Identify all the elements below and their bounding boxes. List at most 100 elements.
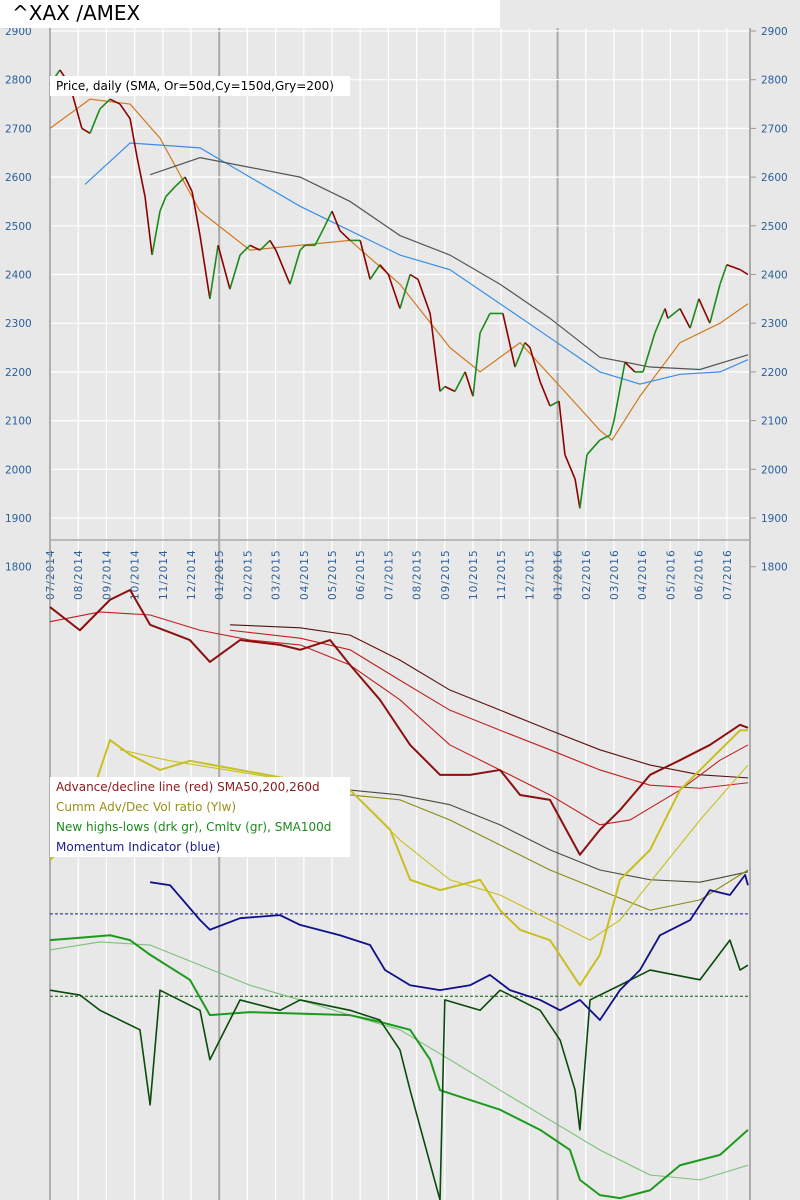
sma-line-sma-50d <box>49 98 749 441</box>
indicator-line-a-d-sma260 <box>229 624 748 779</box>
price-segment <box>667 307 681 319</box>
indicator-line-adv-dec-vol-sma-dark <box>349 789 749 883</box>
price-segment <box>679 308 691 329</box>
x-tick-label: 06/2015 <box>355 549 367 600</box>
price-segment <box>129 118 138 158</box>
x-tick-label: 10/2015 <box>468 549 480 600</box>
indicator-line-cumm-adv-dec-vol-ratio <box>49 729 748 987</box>
price-segment <box>331 210 341 231</box>
price-segment <box>81 127 91 134</box>
y-tick-label-right: 2400 <box>761 270 788 282</box>
price-segment <box>174 176 186 188</box>
price-segment <box>199 235 211 299</box>
indicator-legend: Advance/decline line (red) SMA50,200,260… <box>50 777 350 857</box>
price-segment <box>558 401 566 455</box>
y-tick-label-left: 2400 <box>5 270 32 282</box>
x-tick-label: 03/2016 <box>609 549 621 600</box>
price-segment <box>359 240 371 280</box>
legend-advance-decline: Advance/decline line (red) SMA50,200,260… <box>56 780 320 794</box>
price-segment <box>269 239 277 251</box>
price-segment <box>417 279 431 314</box>
y-tick-label-right: 1800 <box>761 562 788 574</box>
price-segment <box>549 400 560 407</box>
price-segment <box>191 191 201 236</box>
price-segment <box>613 362 626 421</box>
y-tick-label-right: 2100 <box>761 416 788 428</box>
price-segment <box>159 196 167 212</box>
chart-title: ^XAX /AMEX <box>12 1 141 25</box>
price-segment <box>229 254 241 290</box>
x-tick-label: 11/2014 <box>158 549 170 600</box>
price-segment <box>739 268 749 276</box>
y-tick-label-right: 2800 <box>761 75 788 87</box>
price-segment <box>444 385 456 393</box>
y-tick-label-right: 2600 <box>761 172 788 184</box>
price-segment <box>586 439 601 456</box>
price-legend: Price, daily (SMA, Or=50d,Cy=150d,Gry=20… <box>50 76 350 96</box>
price-segment <box>726 264 741 271</box>
x-tick-label: 12/2014 <box>186 549 198 600</box>
price-segment <box>144 196 153 256</box>
price-segment <box>99 98 111 110</box>
price-segment <box>698 298 711 324</box>
legend-adv-dec-vol: Cumm Adv/Dec Vol ratio (Ylw) <box>56 800 237 814</box>
x-tick-label: 03/2015 <box>271 549 283 600</box>
price-segment <box>664 308 669 319</box>
price-segment <box>642 332 656 373</box>
indicator-line-adv-dec-vol-sma-olive <box>349 794 749 911</box>
price-segment <box>151 211 161 256</box>
price-segment <box>719 264 728 285</box>
price-segment <box>574 478 581 509</box>
price-segment <box>119 103 131 120</box>
x-tick-label: 11/2015 <box>496 549 508 600</box>
x-tick-label: 05/2015 <box>327 549 339 600</box>
y-tick-label-left: 2100 <box>5 416 32 428</box>
price-segment <box>249 244 261 251</box>
price-segment <box>399 274 411 309</box>
indicator-line-momentum-indicator <box>149 873 749 1021</box>
price-segment <box>429 313 441 392</box>
price-segment <box>324 210 333 227</box>
price-segment <box>579 454 588 509</box>
price-segment <box>599 434 611 441</box>
y-tick-label-right: 2900 <box>761 26 788 38</box>
price-segment <box>539 381 551 407</box>
price-segment <box>654 308 666 334</box>
y-tick-label-left: 2600 <box>5 172 32 184</box>
price-segment <box>689 298 700 329</box>
price-segment <box>454 371 466 392</box>
price-segment <box>136 157 146 197</box>
price-segment <box>564 454 576 480</box>
price-segment <box>275 249 291 285</box>
price-segment <box>369 264 381 280</box>
indicator-line-highs-lows-sma100 <box>49 941 749 1181</box>
price-segment <box>165 186 176 198</box>
price-segment <box>479 313 491 334</box>
price-segment <box>524 342 531 349</box>
x-tick-label: 08/2015 <box>412 549 424 600</box>
y-tick-label-right: 2200 <box>761 367 788 379</box>
x-tick-label: 01/2016 <box>553 549 565 600</box>
x-tick-label: 07/2016 <box>722 549 734 600</box>
y-tick-label-left: 1800 <box>5 562 32 574</box>
sma-line-sma-150d <box>84 142 749 385</box>
price-segment <box>184 176 193 193</box>
x-tick-label: 04/2016 <box>637 549 649 600</box>
sma-line-sma-200d <box>149 157 749 371</box>
legend-new-highs-lows: New highs-lows (drk gr), Cmltv (gr), SMA… <box>56 820 332 834</box>
x-tick-label: 07/2014 <box>45 549 57 600</box>
x-tick-label: 02/2016 <box>581 549 593 600</box>
price-segment <box>514 342 526 368</box>
title-box: ^XAX /AMEX <box>0 0 500 28</box>
price-segment <box>502 313 516 368</box>
y-tick-label-right: 2700 <box>761 123 788 135</box>
legend-momentum: Momentum Indicator (blue) <box>56 840 221 854</box>
x-tick-label: 01/2015 <box>214 549 226 600</box>
y-tick-label-left: 2900 <box>5 26 32 38</box>
price-segment <box>709 284 721 324</box>
x-tick-label: 08/2014 <box>73 549 85 600</box>
y-tick-label-left: 1900 <box>5 513 32 525</box>
price-segment <box>239 244 251 256</box>
x-tick-label: 09/2014 <box>101 549 113 600</box>
y-tick-label-left: 2300 <box>5 318 32 330</box>
